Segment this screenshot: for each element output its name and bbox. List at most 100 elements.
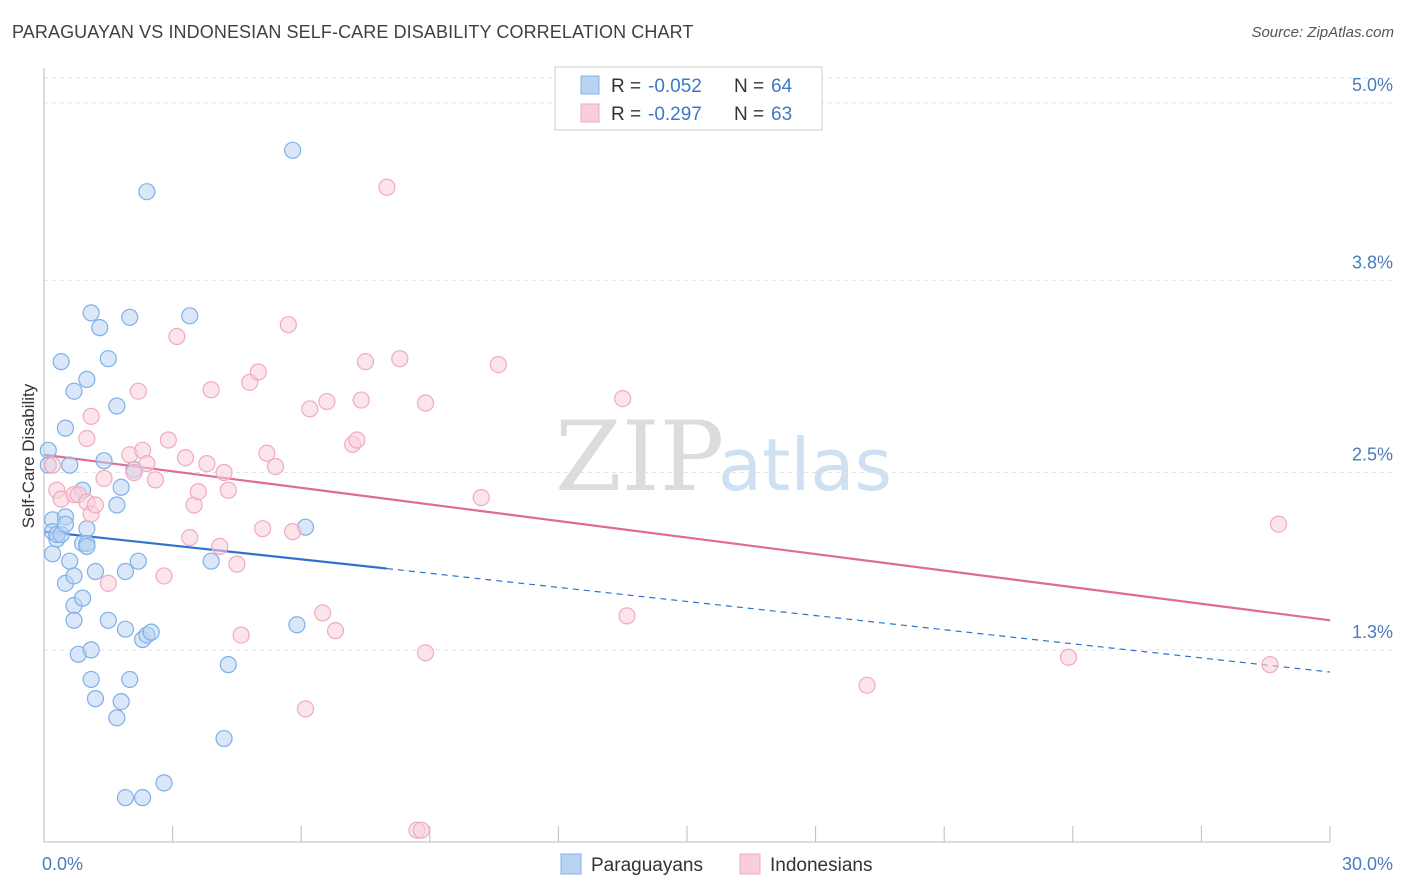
point-indonesians-21 bbox=[176, 449, 195, 467]
legend-swatch-paraguayans bbox=[580, 75, 600, 95]
point-paraguayans-39 bbox=[112, 478, 130, 496]
point-paraguayans-58 bbox=[284, 141, 302, 159]
point-indonesians-22 bbox=[181, 528, 199, 547]
point-indonesians-27 bbox=[211, 537, 229, 556]
point-paraguayans-18 bbox=[65, 611, 83, 629]
y-tick-label-1: 3.8% bbox=[1352, 252, 1393, 272]
point-indonesians-30 bbox=[228, 555, 246, 573]
point-indonesians-59 bbox=[1059, 648, 1078, 666]
point-indonesians-18 bbox=[155, 567, 173, 585]
data-points bbox=[39, 141, 1288, 839]
point-paraguayans-36 bbox=[108, 397, 126, 415]
point-paraguayans-29 bbox=[82, 670, 100, 689]
watermark-zip: ZIP bbox=[555, 401, 724, 513]
legend-r-label-2: R = bbox=[611, 104, 641, 125]
legend-r-label-1: R = bbox=[611, 76, 641, 97]
point-indonesians-53 bbox=[416, 644, 435, 662]
point-paraguayans-51 bbox=[138, 183, 156, 201]
point-indonesians-28 bbox=[215, 463, 233, 482]
point-indonesians-26 bbox=[202, 381, 220, 399]
legend-swatch-indonesians bbox=[580, 103, 600, 123]
watermark-atlas: atlas bbox=[718, 423, 892, 507]
point-paraguayans-26 bbox=[78, 537, 96, 556]
legend-r-value-1: -0.052 bbox=[648, 76, 702, 97]
point-indonesians-5 bbox=[78, 429, 96, 448]
legend-n-label-1: N = bbox=[734, 76, 764, 97]
series-label-indonesians: Indonesians bbox=[770, 855, 872, 876]
point-paraguayans-14 bbox=[61, 552, 79, 570]
point-indonesians-54 bbox=[472, 489, 490, 507]
point-paraguayans-10 bbox=[56, 515, 75, 533]
point-indonesians-19 bbox=[159, 431, 177, 449]
series-legend: Paraguayans Indonesians bbox=[560, 853, 872, 876]
point-indonesians-10 bbox=[95, 469, 113, 488]
x-tick-label-0: 0.0% bbox=[42, 854, 83, 874]
point-paraguayans-52 bbox=[142, 623, 160, 641]
point-indonesians-40 bbox=[301, 400, 319, 418]
point-paraguayans-43 bbox=[116, 789, 135, 807]
point-indonesians-0 bbox=[43, 456, 62, 474]
point-paraguayans-28 bbox=[82, 641, 100, 659]
point-paraguayans-35 bbox=[99, 611, 117, 629]
point-paraguayans-21 bbox=[73, 589, 92, 607]
point-indonesians-13 bbox=[125, 463, 143, 482]
stats-legend: R = -0.052 N = 64 R = -0.297 N = 63 bbox=[554, 66, 823, 131]
y-tick-label-2: 2.5% bbox=[1352, 445, 1393, 465]
legend-n-label-2: N = bbox=[734, 104, 764, 125]
point-paraguayans-11 bbox=[56, 419, 75, 437]
point-paraguayans-47 bbox=[129, 552, 147, 570]
legend-r-value-2: -0.297 bbox=[648, 104, 702, 125]
point-paraguayans-44 bbox=[121, 308, 139, 326]
point-paraguayans-45 bbox=[121, 670, 139, 689]
y-axis-label: Self-Care Disability bbox=[19, 383, 38, 528]
point-paraguayans-41 bbox=[116, 562, 135, 581]
point-indonesians-55 bbox=[489, 356, 507, 374]
point-paraguayans-3 bbox=[43, 545, 62, 563]
point-indonesians-45 bbox=[348, 431, 366, 449]
point-indonesians-31 bbox=[232, 626, 250, 644]
point-paraguayans-57 bbox=[219, 656, 237, 674]
point-paraguayans-31 bbox=[86, 690, 105, 708]
point-indonesians-37 bbox=[279, 316, 297, 334]
point-indonesians-57 bbox=[618, 607, 636, 625]
point-indonesians-20 bbox=[168, 327, 186, 346]
gridlines bbox=[44, 77, 1392, 651]
point-paraguayans-16 bbox=[65, 567, 83, 585]
point-paraguayans-55 bbox=[202, 552, 220, 570]
point-indonesians-46 bbox=[352, 391, 370, 409]
tick-labels: 5.0% 3.8% 2.5% 1.3% 0.0% 30.0% bbox=[42, 75, 1393, 874]
point-paraguayans-15 bbox=[65, 382, 83, 400]
trend-line-indonesians bbox=[43, 453, 1331, 622]
point-paraguayans-30 bbox=[86, 562, 105, 581]
point-indonesians-9 bbox=[86, 496, 105, 514]
point-indonesians-48 bbox=[378, 178, 396, 196]
point-paraguayans-13 bbox=[61, 456, 79, 474]
series-swatch-paraguayans bbox=[560, 853, 582, 875]
y-tick-label-0: 5.0% bbox=[1352, 75, 1393, 95]
point-indonesians-17 bbox=[146, 471, 165, 489]
point-indonesians-47 bbox=[356, 353, 375, 371]
point-indonesians-24 bbox=[189, 483, 207, 501]
point-indonesians-39 bbox=[296, 700, 315, 718]
point-paraguayans-42 bbox=[116, 620, 135, 638]
point-indonesians-33 bbox=[249, 363, 267, 381]
point-indonesians-7 bbox=[82, 407, 100, 425]
legend-n-value-1: 64 bbox=[771, 76, 793, 97]
point-indonesians-25 bbox=[198, 455, 216, 473]
point-paraguayans-34 bbox=[99, 350, 117, 368]
point-paraguayans-27 bbox=[82, 304, 100, 322]
point-indonesians-16 bbox=[138, 455, 156, 473]
point-paraguayans-24 bbox=[78, 520, 96, 538]
point-indonesians-56 bbox=[614, 390, 632, 408]
point-paraguayans-40 bbox=[112, 692, 130, 711]
point-indonesians-29 bbox=[219, 481, 237, 499]
point-paraguayans-32 bbox=[91, 319, 109, 337]
chart-title: PARAGUAYAN VS INDONESIAN SELF-CARE DISAB… bbox=[12, 22, 694, 42]
point-indonesians-11 bbox=[99, 574, 117, 592]
point-paraguayans-8 bbox=[52, 353, 70, 371]
point-paraguayans-23 bbox=[78, 370, 96, 388]
point-paraguayans-37 bbox=[108, 496, 126, 514]
point-paraguayans-59 bbox=[288, 616, 306, 634]
point-indonesians-43 bbox=[326, 622, 345, 640]
series-swatch-indonesians bbox=[739, 853, 761, 875]
